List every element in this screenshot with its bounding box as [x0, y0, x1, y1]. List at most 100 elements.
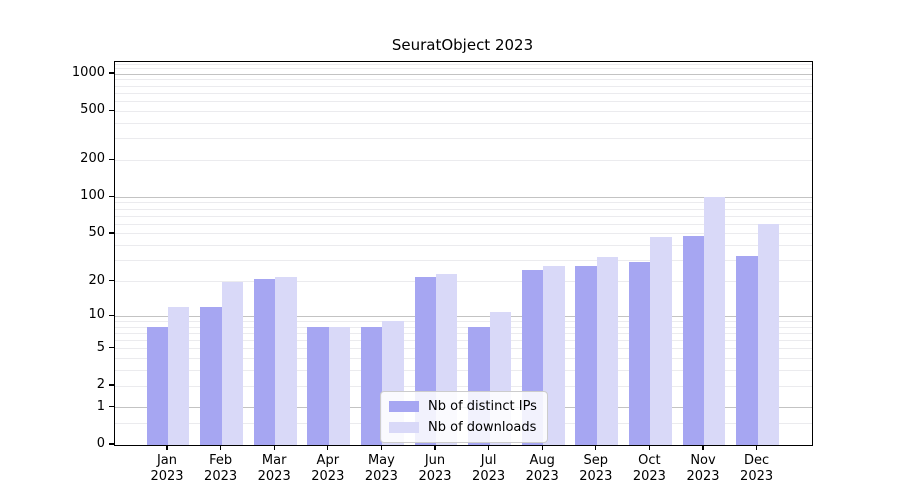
x-tick-label-apr: Apr 2023 [311, 453, 345, 484]
x-tick-label-feb: Feb 2023 [204, 453, 238, 484]
gridline-y-300 [115, 138, 812, 140]
y-tick-label-0: 0 [96, 436, 105, 451]
x-tick-dec [755, 445, 758, 450]
x-tick-sep [595, 445, 597, 450]
bar-mar-downloads [275, 276, 297, 445]
bar-apr-distinct-ips [307, 327, 329, 445]
x-tick-label-jul: Jul 2023 [472, 453, 506, 484]
x-tick-label-oct: Oct 2023 [632, 453, 666, 484]
y-tick-50 [109, 232, 114, 234]
bar-oct-downloads [650, 237, 672, 445]
bar-may-distinct-ips [361, 327, 383, 445]
x-tick-jun [434, 445, 436, 450]
bar-nov-downloads [704, 197, 726, 445]
gridline-y-600 [115, 100, 812, 102]
gridline-y-90 [115, 202, 812, 204]
x-tick-nov [702, 445, 704, 450]
x-tick-label-jun: Jun 2023 [418, 453, 452, 484]
y-tick-100 [109, 195, 114, 197]
gridline-y-3 [115, 370, 812, 372]
x-tick-label-mar: Mar 2023 [257, 453, 291, 484]
gridline-y-800 [115, 85, 812, 87]
legend-label-distinct-ips: Nb of distinct IPs [428, 399, 537, 414]
gridline-y-5 [115, 348, 812, 350]
gridline-y-400 [115, 122, 812, 124]
gridline-y-8 [115, 326, 812, 328]
bar-dec-downloads [757, 224, 779, 445]
legend-swatch-distinct-ips [389, 401, 419, 412]
gridline-y-1100 [115, 68, 812, 70]
x-tick-label-jan: Jan 2023 [150, 453, 184, 484]
bar-sep-downloads [596, 257, 619, 445]
gridline-y-1200 [115, 63, 812, 65]
x-tick-aug [541, 445, 543, 450]
gridline-y-500 [115, 110, 812, 112]
legend: Nb of distinct IPs Nb of downloads [380, 391, 548, 443]
x-tick-jan [166, 445, 168, 450]
y-tick-label-5: 5 [96, 339, 105, 355]
gridline-y-60 [115, 223, 812, 225]
x-tick-label-may: May 2023 [364, 453, 398, 484]
plot-area: Nb of distinct IPs Nb of downloads [114, 61, 813, 446]
y-tick-1000 [109, 72, 114, 74]
gridline-y-40 [115, 245, 812, 247]
y-tick-2 [109, 384, 114, 386]
bar-oct-distinct-ips [629, 262, 651, 445]
y-tick-500 [109, 109, 114, 111]
y-tick-200 [109, 158, 114, 160]
legend-item-distinct-ips: Nb of distinct IPs [389, 399, 537, 414]
gridline-y-7 [115, 332, 812, 334]
gridline-y-80 [115, 208, 812, 210]
gridline-y-700 [115, 92, 812, 94]
x-tick-may [380, 445, 383, 450]
y-tick-20 [109, 279, 114, 282]
x-tick-oct [648, 445, 651, 450]
gridline-y-50 [115, 233, 812, 235]
gridline-y-100 [115, 196, 812, 198]
gridline-y-20 [115, 281, 812, 283]
y-tick-label-100: 100 [80, 188, 105, 204]
bar-jan-downloads [168, 307, 190, 445]
x-tick-label-dec: Dec 2023 [740, 453, 774, 484]
gridline-y-2 [115, 385, 812, 387]
y-tick-label-200: 200 [80, 151, 105, 167]
x-tick-label-sep: Sep 2023 [579, 453, 613, 484]
bar-aug-downloads [543, 266, 565, 445]
legend-label-downloads: Nb of downloads [428, 420, 537, 435]
x-tick-mar [273, 445, 275, 450]
bar-mar-distinct-ips [253, 279, 276, 445]
bar-nov-distinct-ips [682, 236, 704, 445]
gridline-y-70 [115, 215, 812, 217]
bar-feb-downloads [221, 281, 243, 445]
y-tick-label-2: 2 [96, 377, 105, 393]
y-tick-label-1: 1 [96, 398, 105, 414]
y-tick-label-500: 500 [80, 102, 105, 118]
gridline-y-900 [115, 79, 812, 81]
y-tick-label-10: 10 [88, 307, 105, 323]
gridline-y-30 [115, 260, 812, 262]
x-tick-apr [327, 445, 329, 450]
gridline-y-1000 [115, 73, 812, 75]
legend-swatch-downloads [389, 422, 419, 433]
y-tick-1 [109, 406, 114, 408]
chart-title: SeuratObject 2023 [391, 36, 534, 54]
gridline-y-9 [115, 320, 812, 322]
bar-jan-distinct-ips [146, 327, 168, 445]
gridline-y-4 [115, 358, 812, 360]
bar-dec-distinct-ips [736, 255, 758, 445]
bar-sep-distinct-ips [575, 266, 597, 445]
gridline-y-200 [115, 159, 812, 161]
bar-feb-distinct-ips [200, 307, 222, 445]
x-tick-jul [487, 445, 490, 450]
y-tick-label-50: 50 [88, 224, 105, 240]
x-tick-feb [219, 445, 222, 450]
y-tick-label-20: 20 [88, 272, 105, 288]
y-tick-label-1000: 1000 [71, 65, 105, 81]
x-tick-label-nov: Nov 2023 [686, 453, 720, 484]
bar-apr-downloads [328, 327, 351, 445]
y-tick-10 [109, 314, 114, 316]
y-tick-5 [109, 347, 114, 349]
gridline-y-6 [115, 340, 812, 342]
gridline-y-10 [115, 315, 812, 317]
